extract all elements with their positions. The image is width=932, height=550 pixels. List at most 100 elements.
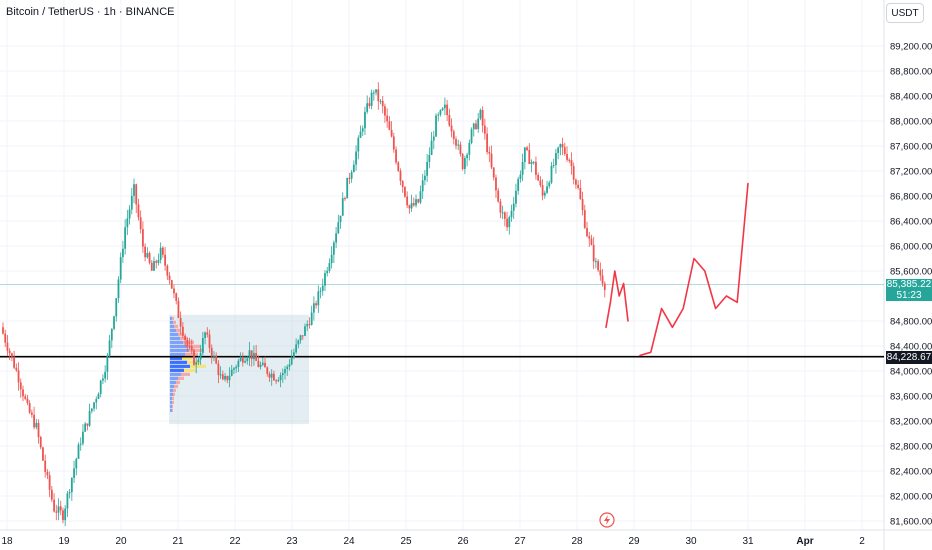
candle-body: [115, 298, 118, 317]
candle-body: [113, 316, 115, 329]
volume-profile-bar: [172, 316, 174, 320]
candle-body: [8, 350, 11, 354]
candle-body: [217, 363, 220, 376]
candle-body: [557, 147, 560, 154]
candle-body: [304, 326, 306, 336]
candle-body: [310, 312, 313, 325]
y-tick-label: 88,400.00: [890, 92, 932, 103]
candle-body: [463, 158, 466, 169]
volume-profile-bar: [190, 364, 206, 368]
candle-body: [210, 347, 213, 357]
candle-body: [439, 110, 442, 115]
candle-body: [2, 327, 4, 334]
x-tick-label: 19: [58, 536, 70, 547]
candle-body: [148, 252, 151, 263]
candle-body: [73, 468, 75, 478]
x-tick-label: 27: [514, 536, 526, 547]
volume-profile-bar: [170, 368, 184, 372]
candle-body: [326, 270, 329, 274]
x-tick-label: 31: [742, 536, 754, 547]
x-tick-label: 2: [859, 536, 865, 547]
candle-body: [481, 110, 484, 126]
candle-body: [126, 218, 129, 228]
currency-button[interactable]: USDT: [886, 3, 924, 23]
candle-body: [199, 352, 202, 360]
candle-body: [253, 352, 255, 360]
candle-body: [572, 166, 575, 180]
candle-body: [586, 227, 588, 237]
candle-body: [279, 375, 282, 381]
candle-body: [330, 254, 333, 264]
candle-body: [350, 172, 353, 179]
y-tick-label: 83,600.00: [890, 392, 932, 403]
candle-body: [306, 324, 309, 327]
candle-body: [10, 353, 13, 357]
candle-body: [583, 210, 586, 228]
candle-body: [483, 125, 486, 134]
candle-body: [37, 422, 40, 438]
candle-body: [579, 187, 582, 200]
candle-body: [186, 339, 189, 347]
candle-body: [135, 184, 138, 205]
candle-body: [450, 125, 453, 132]
candle-body: [517, 178, 520, 191]
candle-body: [381, 100, 384, 107]
candle-body: [372, 92, 375, 94]
candle-body: [441, 108, 444, 111]
candle-body: [428, 154, 431, 162]
candle-body: [297, 340, 300, 345]
candle-body: [541, 185, 544, 196]
candle-body: [30, 412, 33, 415]
candle-body: [590, 238, 593, 245]
candle-body: [90, 408, 93, 412]
candle-body: [224, 376, 226, 380]
volume-profile-bar: [170, 316, 172, 320]
candle-body: [357, 137, 360, 152]
candle-body: [577, 184, 580, 188]
candle-body: [532, 161, 535, 163]
candle-body: [268, 373, 271, 378]
candle-body: [42, 447, 44, 461]
candle-body: [521, 161, 524, 175]
candle-body: [510, 210, 513, 218]
candle-body: [53, 499, 55, 512]
candle-body: [284, 369, 286, 374]
y-tick-label: 86,400.00: [890, 217, 932, 228]
candle-body: [26, 398, 29, 404]
candle-body: [386, 115, 389, 122]
candle-body: [370, 92, 373, 106]
candle-body: [443, 104, 446, 109]
candle-body: [150, 262, 153, 271]
candle-body: [548, 182, 551, 187]
candle-body: [477, 118, 480, 129]
candle-body: [122, 248, 124, 258]
candle-body: [177, 300, 180, 318]
y-tick-label: 86,000.00: [890, 242, 932, 253]
candle-body: [366, 103, 369, 112]
candle-body: [117, 279, 120, 299]
x-tick-label: 20: [115, 536, 127, 547]
candle-body: [299, 335, 302, 341]
candle-body: [581, 199, 584, 211]
volume-profile-bar: [176, 380, 180, 384]
candle-body: [110, 328, 113, 341]
candle-body: [164, 254, 167, 266]
candle-body: [239, 356, 242, 361]
candle-body: [470, 129, 473, 143]
candle-body: [335, 233, 337, 243]
candle-body: [288, 364, 291, 367]
candle-body: [226, 376, 229, 381]
candle-body: [421, 180, 424, 192]
candle-body: [102, 378, 104, 381]
candle-body: [568, 159, 571, 161]
x-tick-label: Apr: [796, 536, 813, 547]
candle-body: [50, 489, 53, 500]
lightning-bolt-icon[interactable]: [599, 512, 615, 528]
volume-profile-bar: [178, 332, 184, 336]
candle-body: [401, 180, 404, 187]
x-tick-label: 25: [400, 536, 412, 547]
candle-body: [459, 144, 462, 154]
candle-body: [275, 380, 278, 382]
candle-body: [512, 203, 515, 211]
